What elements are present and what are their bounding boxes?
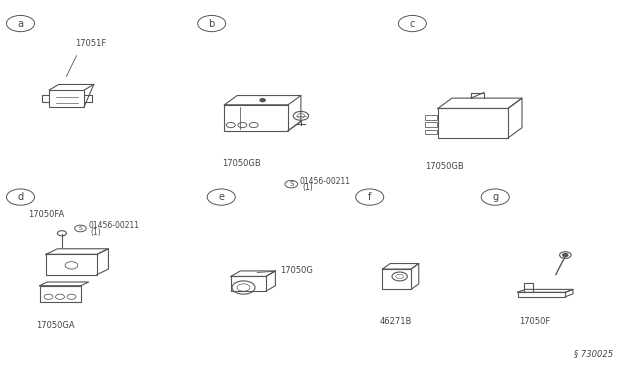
Text: 46271B: 46271B [380,317,412,327]
Text: d: d [17,192,24,202]
Text: 17050FA: 17050FA [28,211,65,219]
Text: (1): (1) [91,228,101,237]
Text: § 730025: § 730025 [574,349,613,358]
Text: 17050G: 17050G [280,266,314,275]
Text: S: S [79,226,83,231]
FancyBboxPatch shape [438,109,508,138]
Text: f: f [368,192,371,202]
Circle shape [563,254,568,257]
FancyBboxPatch shape [383,269,411,289]
FancyBboxPatch shape [425,122,436,127]
FancyBboxPatch shape [46,254,97,275]
Text: 17050F: 17050F [519,317,550,327]
Text: 17050GB: 17050GB [222,159,260,168]
Text: (1): (1) [302,183,313,192]
Text: 17051F: 17051F [75,39,106,48]
Text: 17050GA: 17050GA [36,321,75,330]
FancyBboxPatch shape [425,115,436,119]
FancyBboxPatch shape [518,292,565,297]
Text: 17050GB: 17050GB [425,163,464,171]
FancyBboxPatch shape [231,276,266,291]
FancyBboxPatch shape [225,105,288,131]
Text: e: e [218,192,224,202]
FancyBboxPatch shape [425,129,436,134]
Circle shape [260,99,265,102]
FancyBboxPatch shape [40,286,81,302]
Text: c: c [410,19,415,29]
Text: a: a [17,19,24,29]
FancyBboxPatch shape [49,90,84,107]
Text: g: g [492,192,499,202]
Text: S: S [289,181,294,187]
Text: 01456-00211: 01456-00211 [300,177,351,186]
Text: 01456-00211: 01456-00211 [88,221,139,231]
Text: b: b [209,19,215,29]
